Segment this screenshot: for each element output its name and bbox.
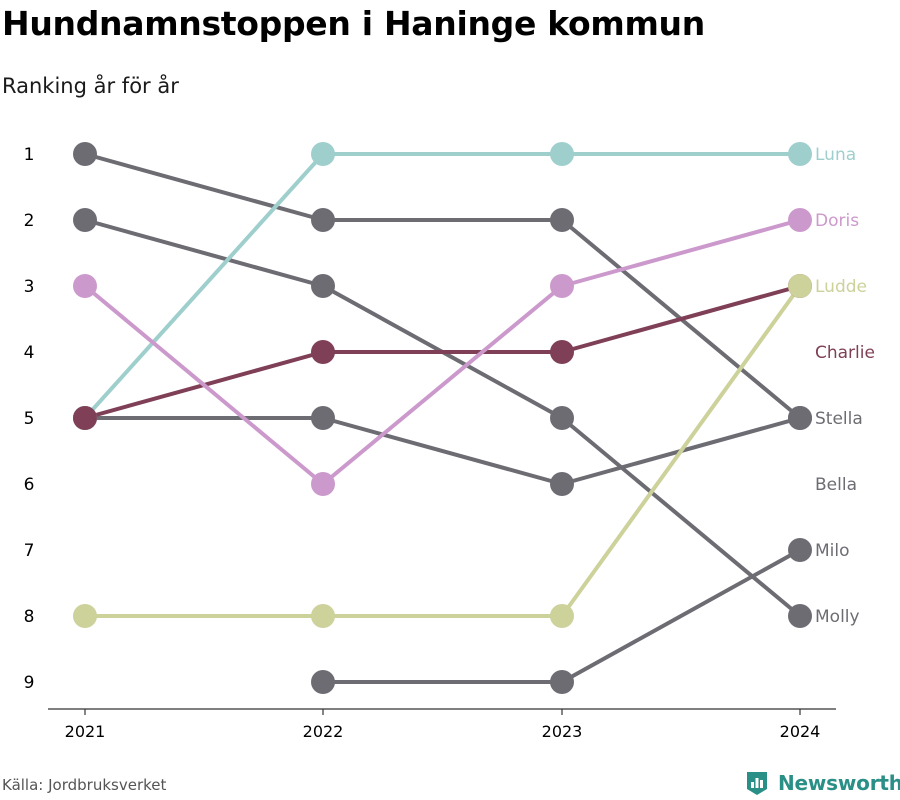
data-point-bella <box>311 406 335 430</box>
newsworthy-logo-icon <box>747 772 767 795</box>
data-point-charlie <box>311 340 335 364</box>
bump-chart: 1 2 3 4 5 6 7 8 9 2021 2022 2023 2024 Luna Doris Ludde C… <box>24 142 875 741</box>
brand-name: Newsworthy <box>778 771 900 795</box>
data-point-doris <box>73 274 97 298</box>
source-note: Källa: Jordbruksverket <box>2 776 167 794</box>
end-label-milo: Milo <box>815 541 850 561</box>
series-line-bella <box>83 416 802 486</box>
y-tick-label: 3 <box>24 277 35 297</box>
data-point-molly <box>73 208 97 232</box>
series-line-doris <box>83 218 802 486</box>
data-point-doris <box>788 208 812 232</box>
data-point-charlie <box>550 340 574 364</box>
data-point-stella <box>73 142 97 166</box>
end-label-ludde: Ludde <box>815 277 867 297</box>
data-point-doris <box>311 472 335 496</box>
data-point-ludde <box>311 604 335 628</box>
y-tick-label: 4 <box>24 343 35 363</box>
data-point-charlie <box>73 406 97 430</box>
series-line-ludde <box>83 284 802 618</box>
series-line-charlie <box>83 284 802 420</box>
series-line-luna <box>83 152 802 420</box>
end-label-stella: Stella <box>815 409 863 429</box>
brand-footer[interactable]: Newsworthy <box>744 770 900 796</box>
data-point-ludde <box>73 604 97 628</box>
data-point-bella <box>788 406 812 430</box>
data-point-luna <box>311 142 335 166</box>
x-tick-label: 2023 <box>542 722 583 741</box>
y-tick-label: 9 <box>24 673 35 693</box>
chart-subtitle: Ranking år för år <box>2 74 179 98</box>
y-tick-label: 1 <box>24 145 35 165</box>
end-label-bella: Bella <box>815 475 857 495</box>
x-tick-label: 2021 <box>65 722 106 741</box>
end-label-molly: Molly <box>815 607 860 627</box>
data-point-molly <box>311 274 335 298</box>
data-point-doris <box>550 274 574 298</box>
y-tick-label: 8 <box>24 607 35 627</box>
data-point-milo <box>550 670 574 694</box>
end-label-charlie: Charlie <box>815 343 875 363</box>
data-point-milo <box>311 670 335 694</box>
data-point-luna <box>788 142 812 166</box>
data-point-ludde <box>550 604 574 628</box>
data-point-stella <box>311 208 335 232</box>
data-point-bella <box>550 472 574 496</box>
x-tick-label: 2024 <box>780 722 821 741</box>
series-line-stella <box>83 152 802 420</box>
data-point-milo <box>788 538 812 562</box>
y-tick-label: 6 <box>24 475 35 495</box>
end-label-doris: Doris <box>815 211 859 231</box>
chart-title: Hundnamnstoppen i Haninge kommun <box>2 4 705 43</box>
end-label-luna: Luna <box>815 145 856 165</box>
data-point-molly <box>788 604 812 628</box>
y-tick-label: 7 <box>24 541 35 561</box>
x-tick-label: 2022 <box>303 722 344 741</box>
data-point-ludde <box>788 274 812 298</box>
data-point-molly <box>550 406 574 430</box>
y-tick-label: 2 <box>24 211 35 231</box>
data-point-stella <box>550 208 574 232</box>
y-tick-label: 5 <box>24 409 35 429</box>
data-point-luna <box>550 142 574 166</box>
